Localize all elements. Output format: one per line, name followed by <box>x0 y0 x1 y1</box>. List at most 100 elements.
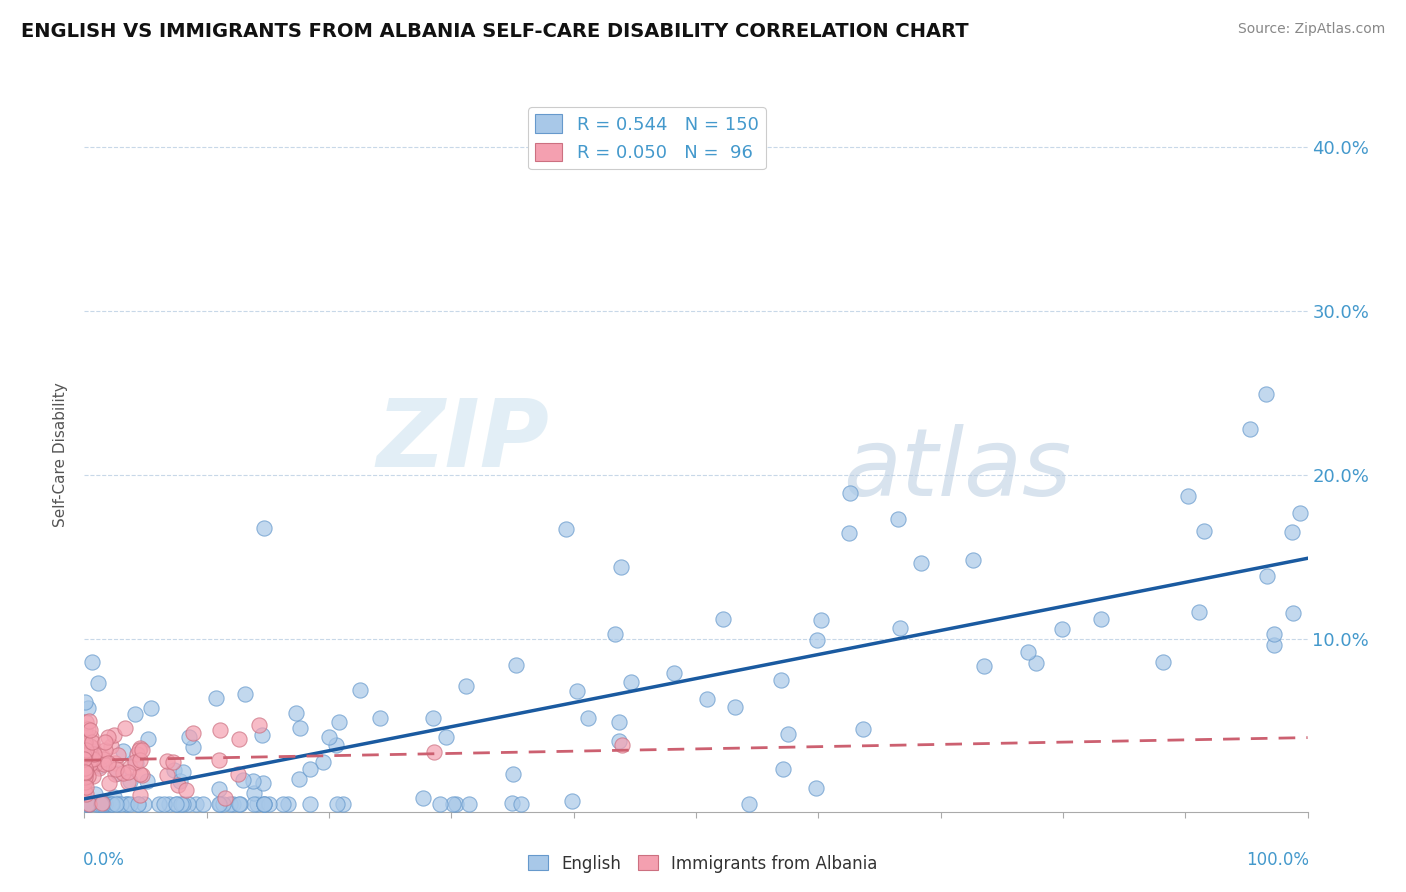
Point <box>73 726 96 740</box>
Point <box>1263 638 1285 652</box>
Point <box>711 612 734 626</box>
Point <box>73 746 96 760</box>
Text: ENGLISH VS IMMIGRANTS FROM ALBANIA SELF-CARE DISABILITY CORRELATION CHART: ENGLISH VS IMMIGRANTS FROM ALBANIA SELF-… <box>21 22 969 41</box>
Point <box>75 735 97 749</box>
Point <box>80 752 103 766</box>
Point <box>1152 656 1174 670</box>
Point <box>1052 622 1074 636</box>
Point <box>1017 644 1039 658</box>
Text: atlas: atlas <box>842 424 1071 515</box>
Point <box>77 797 100 811</box>
Point <box>696 692 718 706</box>
Point <box>221 797 243 811</box>
Point <box>97 756 120 771</box>
Point <box>247 718 270 732</box>
Point <box>131 743 153 757</box>
Point <box>100 797 122 811</box>
Point <box>104 797 127 811</box>
Point <box>73 739 96 753</box>
Point <box>325 739 347 753</box>
Point <box>565 683 588 698</box>
Point <box>104 767 127 781</box>
Point <box>118 774 141 789</box>
Point <box>118 797 141 811</box>
Point <box>242 773 264 788</box>
Point <box>510 797 533 811</box>
Point <box>889 621 911 635</box>
Point <box>662 666 685 681</box>
Point <box>179 730 201 744</box>
Point <box>910 557 932 571</box>
Point <box>128 766 150 780</box>
Point <box>1025 656 1047 670</box>
Point <box>75 764 97 779</box>
Point <box>172 765 194 780</box>
Point <box>73 731 96 746</box>
Point <box>1263 626 1285 640</box>
Point <box>806 633 828 648</box>
Point <box>73 769 96 783</box>
Point <box>73 747 96 762</box>
Point <box>139 701 162 715</box>
Point <box>73 761 96 775</box>
Point <box>246 797 269 811</box>
Point <box>555 522 578 536</box>
Point <box>97 797 120 811</box>
Point <box>1177 490 1199 504</box>
Point <box>229 797 252 811</box>
Point <box>75 770 97 784</box>
Point <box>1254 386 1277 401</box>
Point <box>82 769 104 783</box>
Point <box>288 721 311 735</box>
Point <box>250 728 273 742</box>
Point <box>73 784 96 798</box>
Point <box>89 758 111 772</box>
Point <box>117 797 139 811</box>
Point <box>75 740 97 755</box>
Point <box>612 738 634 752</box>
Point <box>423 745 446 759</box>
Point <box>100 797 122 811</box>
Text: Source: ZipAtlas.com: Source: ZipAtlas.com <box>1237 22 1385 37</box>
Point <box>73 752 96 766</box>
Point <box>232 772 254 787</box>
Point <box>97 730 120 744</box>
Point <box>91 797 114 811</box>
Point <box>299 797 322 811</box>
Point <box>127 797 149 811</box>
Point <box>103 728 125 742</box>
Point <box>129 788 152 802</box>
Text: 100.0%: 100.0% <box>1246 851 1309 869</box>
Point <box>429 797 451 811</box>
Point <box>772 762 794 776</box>
Point <box>228 797 250 811</box>
Point <box>776 727 799 741</box>
Point <box>79 797 101 811</box>
Point <box>80 655 103 669</box>
Point <box>114 722 136 736</box>
Point <box>412 791 434 805</box>
Point <box>77 714 100 728</box>
Point <box>287 772 309 787</box>
Point <box>243 787 266 801</box>
Point <box>211 797 233 811</box>
Point <box>505 658 527 673</box>
Point <box>118 760 141 774</box>
Point <box>75 743 97 757</box>
Point <box>561 794 583 808</box>
Point <box>93 756 115 771</box>
Point <box>332 797 354 811</box>
Point <box>91 796 114 810</box>
Point <box>117 775 139 789</box>
Point <box>607 734 630 748</box>
Point <box>620 674 643 689</box>
Point <box>852 722 875 736</box>
Point <box>253 797 276 811</box>
Point <box>75 721 97 735</box>
Point <box>886 512 908 526</box>
Point <box>103 790 125 805</box>
Point <box>73 742 96 756</box>
Point <box>208 723 231 738</box>
Point <box>368 711 391 725</box>
Point <box>318 731 340 745</box>
